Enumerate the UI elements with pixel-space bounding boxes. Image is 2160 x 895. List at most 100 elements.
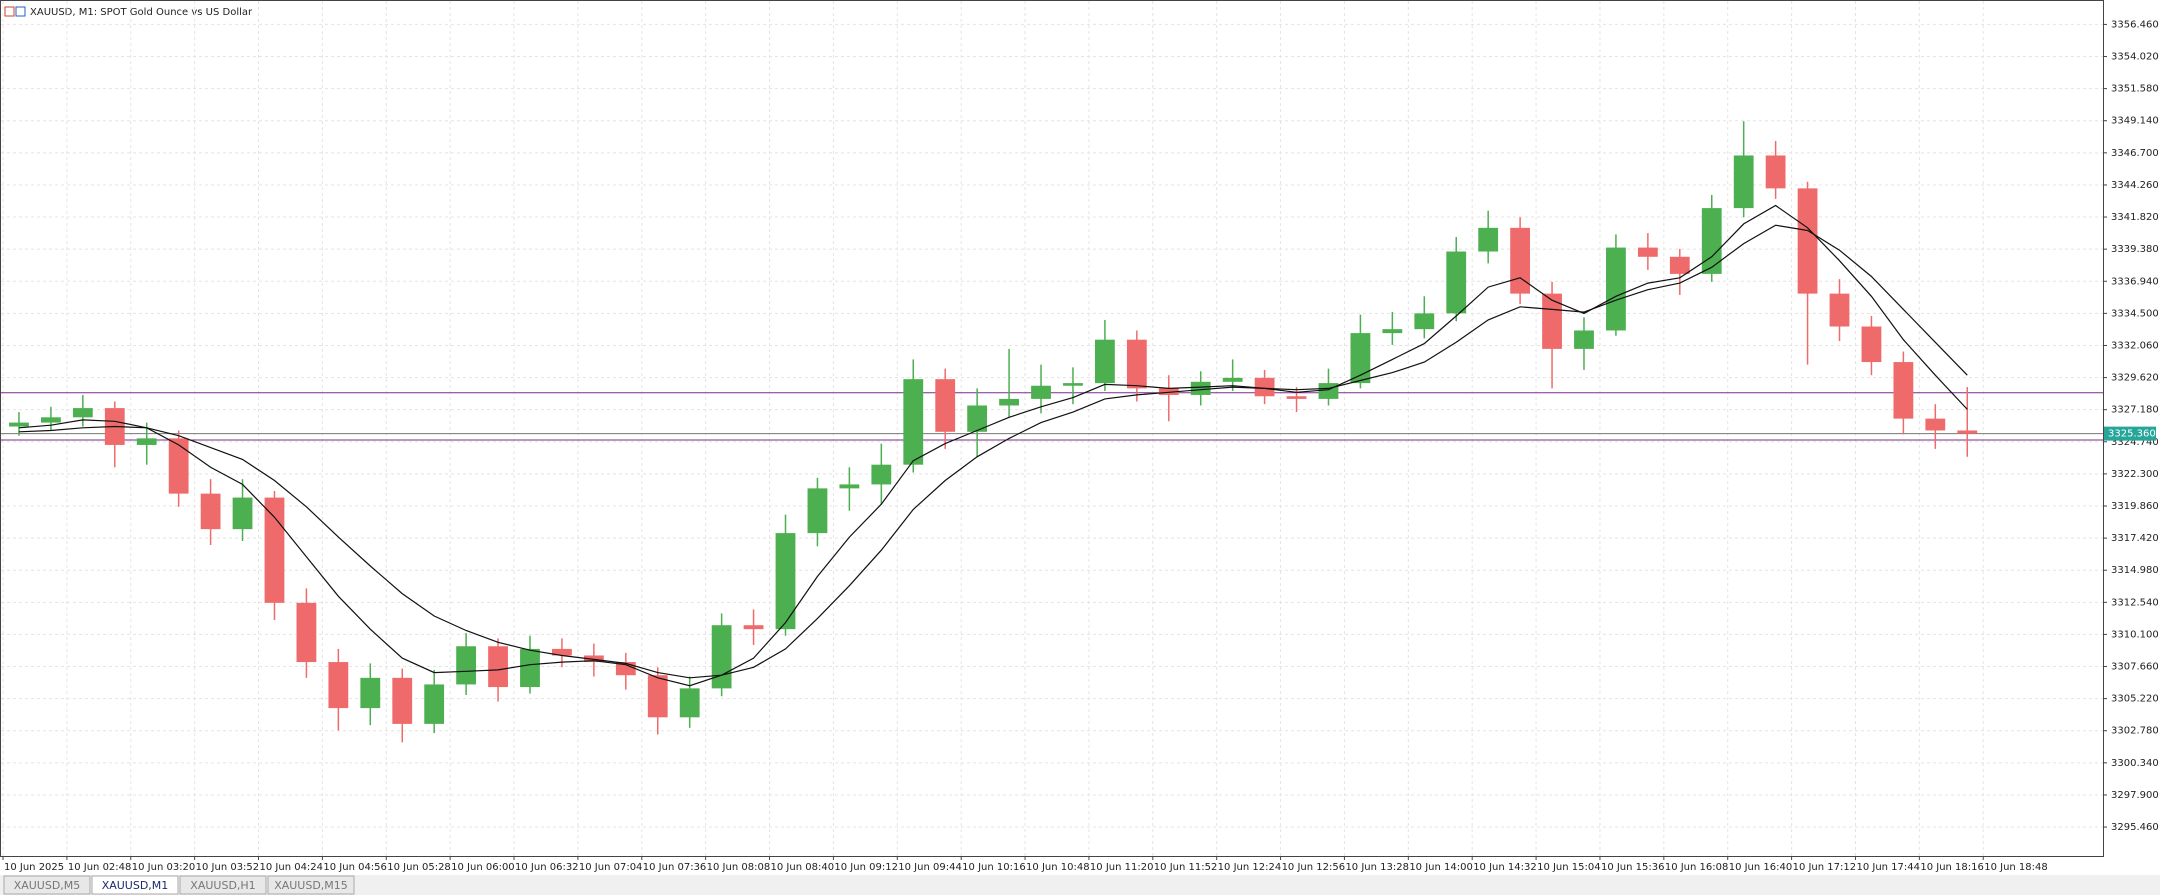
candle-body	[1446, 251, 1467, 314]
y-tick-label: 3354.020	[2111, 52, 2159, 63]
candle-body	[328, 662, 349, 709]
candle-body	[168, 438, 189, 494]
candle-body	[1542, 293, 1562, 349]
candle-body	[1733, 155, 1754, 209]
y-tick-label: 3307.660	[2111, 662, 2159, 673]
y-tick-label: 3336.940	[2111, 276, 2159, 287]
candle-body	[1797, 188, 1818, 294]
x-tick-label: 10 Jun 05:28	[387, 862, 451, 873]
price-tag	[2104, 426, 2156, 441]
candle-body	[1414, 313, 1435, 330]
x-tick-label: 10 Jun 18:48	[1984, 862, 2048, 873]
chart-title: XAUUSD, M1: SPOT Gold Ounce vs US Dollar	[30, 7, 253, 18]
x-tick-label: 10 Jun 03:52	[196, 862, 260, 873]
x-tick-label: 10 Jun 11:52	[1154, 862, 1218, 873]
x-tick-label: 10 Jun 17:12	[1793, 862, 1857, 873]
candle-body	[1574, 330, 1594, 349]
x-tick-label: 10 Jun 2025	[4, 862, 64, 873]
x-tick-label: 10 Jun 04:24	[260, 862, 324, 873]
x-tick-label: 10 Jun 04:56	[323, 862, 387, 873]
x-tick-label: 10 Jun 15:04	[1537, 862, 1601, 873]
tab-background	[91, 875, 179, 895]
x-tick-label: 10 Jun 06:00	[451, 862, 515, 873]
candle-body	[1478, 227, 1499, 252]
x-tick-label: 10 Jun 07:36	[643, 862, 707, 873]
candle-body	[1286, 396, 1307, 399]
y-tick-label: 3324.740	[2111, 437, 2159, 448]
tab-label: XAUUSD,H1	[190, 879, 255, 892]
candle-body	[72, 408, 93, 418]
plot-frame	[0, 0, 2104, 857]
candle-body	[1637, 247, 1658, 257]
candle-body	[647, 675, 668, 718]
candle-body	[1318, 383, 1339, 399]
x-tick-label: 10 Jun 09:44	[898, 862, 962, 873]
y-tick-label: 3351.580	[2111, 84, 2159, 95]
candle-body	[1765, 155, 1786, 189]
y-tick-label: 3310.100	[2111, 629, 2159, 640]
x-tick-label: 10 Jun 09:12	[834, 862, 898, 873]
candle-body	[41, 417, 61, 423]
tab[interactable]: XAUUSD,M1	[91, 875, 179, 895]
y-tick-label: 3312.540	[2111, 597, 2159, 608]
candle-body	[1126, 339, 1147, 389]
y-tick-label: 3327.180	[2111, 405, 2159, 416]
tab-background	[3, 875, 91, 895]
candle-body	[1350, 333, 1371, 384]
y-tick-label: 3317.420	[2111, 533, 2159, 544]
candle-body	[1606, 247, 1626, 331]
tab-label: XAUUSD,M15	[274, 879, 348, 892]
candle-body	[552, 648, 572, 656]
moving-average	[18, 224, 1968, 679]
candle-body	[1829, 293, 1850, 327]
candle-body	[903, 379, 924, 465]
tab[interactable]: XAUUSD,M15	[267, 875, 355, 895]
candle-body	[232, 497, 253, 530]
x-tick-label: 10 Jun 11:20	[1090, 862, 1154, 873]
x-tick-label: 10 Jun 10:16	[962, 862, 1026, 873]
y-tick-label: 3349.140	[2111, 116, 2159, 127]
x-tick-label: 10 Jun 18:16	[1920, 862, 1984, 873]
candle-body	[136, 438, 157, 445]
price-tag-label: 3325.360	[2108, 429, 2156, 440]
candle-body	[1861, 326, 1882, 363]
tab[interactable]: XAUUSD,H1	[179, 875, 267, 895]
symbol-icon	[4, 6, 26, 17]
y-tick-label: 3346.700	[2111, 148, 2159, 159]
y-tick-label: 3302.780	[2111, 726, 2159, 737]
y-tick-label: 3305.220	[2111, 694, 2159, 705]
x-tick-label: 10 Jun 13:28	[1345, 862, 1409, 873]
icon	[15, 6, 26, 17]
candle-body	[520, 648, 540, 688]
candle-body	[1190, 381, 1211, 395]
y-tick-label: 3334.500	[2111, 308, 2159, 319]
candle-body	[9, 422, 29, 427]
x-tick-label: 10 Jun 16:40	[1729, 862, 1793, 873]
x-tick-label: 10 Jun 14:32	[1473, 862, 1537, 873]
y-tick-label: 3314.980	[2111, 565, 2159, 576]
candle-body	[1669, 256, 1690, 274]
candle-body	[456, 646, 477, 685]
candle-body	[999, 398, 1019, 406]
x-tick-label: 10 Jun 06:32	[515, 862, 579, 873]
candle-body	[967, 405, 988, 432]
x-tick-label: 10 Jun 12:24	[1218, 862, 1282, 873]
candle-body	[424, 684, 445, 724]
tab[interactable]: XAUUSD,M5	[3, 875, 91, 895]
tab-background	[179, 875, 267, 895]
candle-body	[1063, 383, 1083, 386]
x-tick-label: 10 Jun 14:00	[1409, 862, 1473, 873]
y-tick-label: 3344.260	[2111, 180, 2159, 191]
x-tick-label: 10 Jun 12:56	[1282, 862, 1346, 873]
tab-label: XAUUSD,M1	[102, 879, 169, 892]
candle-body	[679, 688, 700, 718]
y-tick-label: 3339.380	[2111, 244, 2159, 255]
y-tick-label: 3300.340	[2111, 758, 2159, 769]
candle-body	[296, 602, 317, 663]
candle-body	[1031, 385, 1051, 399]
y-tick-label: 3295.460	[2111, 822, 2159, 833]
candle-body	[392, 677, 413, 724]
moving-average	[18, 204, 1968, 687]
candle-body	[743, 625, 764, 630]
